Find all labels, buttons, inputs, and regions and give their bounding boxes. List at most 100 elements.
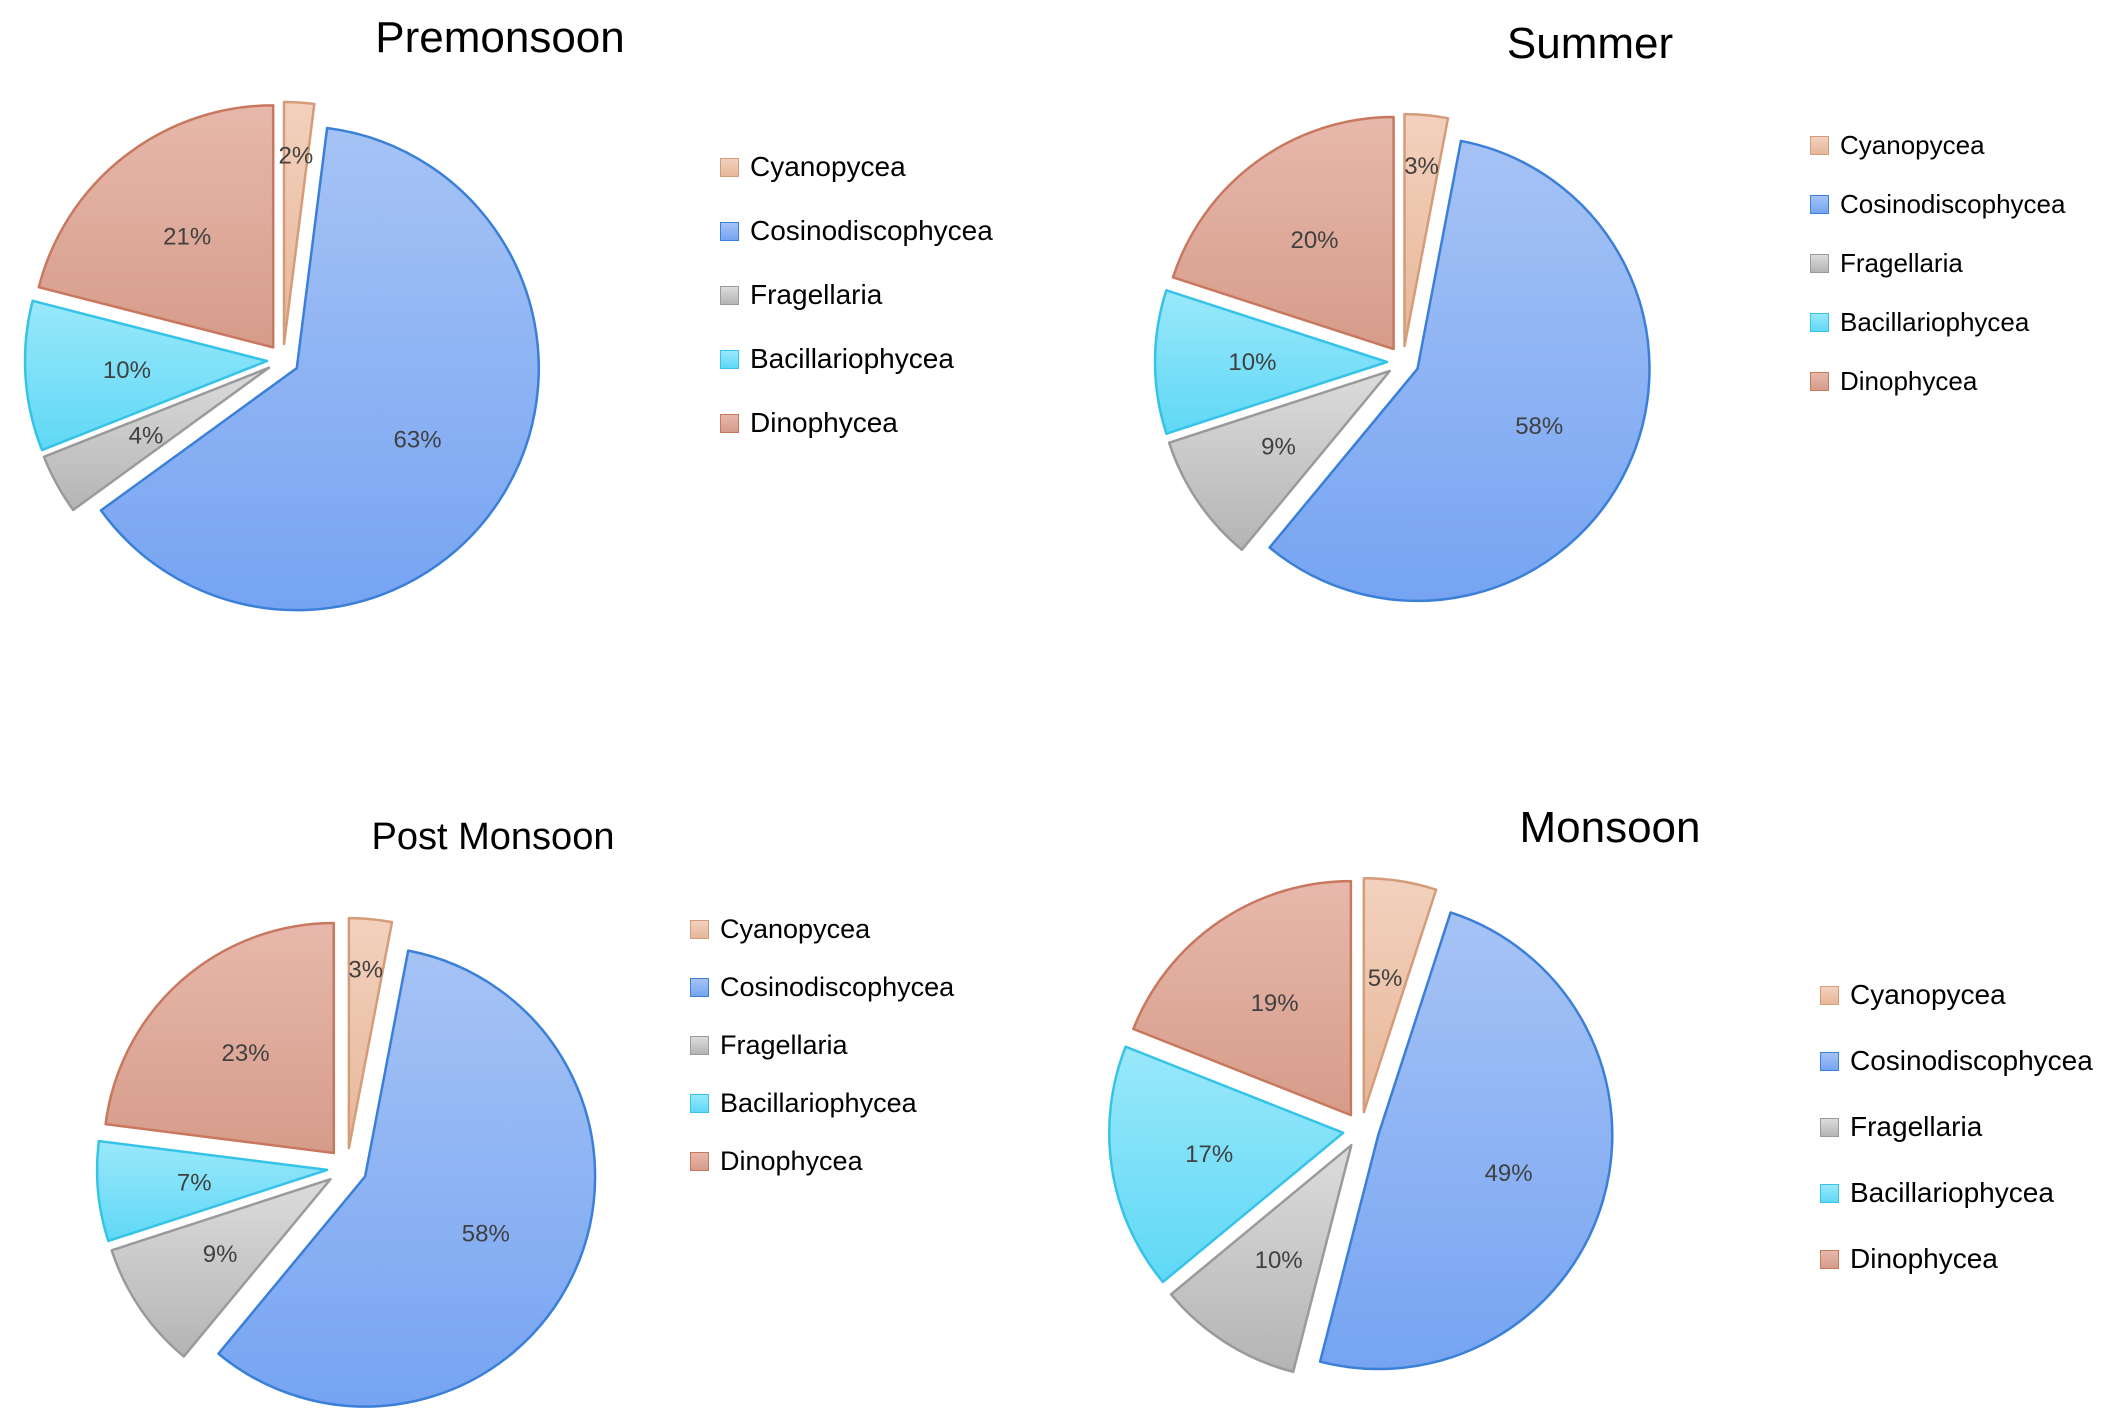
legend-swatch (1820, 1249, 1839, 1269)
pie-slice (1167, 369, 1392, 552)
legend-item: Cyanopycea (1820, 979, 2006, 1011)
slice-data-label: 10% (1228, 349, 1276, 376)
legend-label: Bacillariophycea (720, 1087, 917, 1118)
legend-swatch (1820, 985, 1839, 1005)
pie-chart: 3% 58% 9% 7% 23% (95, 916, 597, 1408)
pie-chart: 5% 49% 10% 17% 19% (1107, 876, 1614, 1374)
legend-item: Cyanopycea (690, 914, 870, 945)
pie-slice (1153, 289, 1389, 435)
legend-label: Cyanopycea (720, 913, 871, 944)
legend-item: Cosinodiscophycea (1820, 1045, 2093, 1077)
legend-swatch (1820, 1051, 1839, 1071)
slice-data-label: 58% (1515, 413, 1563, 440)
pie-chart: 2% 63% 4% 10% 21% (23, 100, 541, 612)
legend-label: Bacillariophycea (750, 343, 954, 375)
legend-swatch (1810, 136, 1829, 156)
pie-slice (1403, 112, 1450, 348)
legend-label: Cosinodiscophycea (750, 215, 993, 247)
legend-item: Bacillariophycea (1810, 307, 2029, 338)
slice-data-label: 4% (129, 422, 164, 449)
legend-swatch (720, 349, 739, 369)
pie-slice (110, 1177, 332, 1358)
chart-title: Premonsoon (375, 12, 625, 62)
pie-slice (1169, 1143, 1353, 1374)
pie-slice (99, 126, 541, 612)
slice-data-label: 9% (203, 1241, 238, 1268)
slice-data-label: 9% (1261, 434, 1296, 461)
legend-swatch (720, 221, 739, 241)
chart-title: Monsoon (1519, 802, 1701, 852)
slice-data-label: 10% (1255, 1247, 1303, 1274)
legend-item: Cosinodiscophycea (1810, 189, 2065, 220)
legend-label: Cosinodiscophycea (1840, 189, 2066, 220)
legend-label: Cosinodiscophycea (1850, 1045, 2093, 1077)
slice-data-label: 3% (348, 956, 383, 983)
slice-data-label: 17% (1185, 1141, 1233, 1168)
legend-label: Bacillariophycea (1850, 1177, 2054, 1209)
legend-item: Dinophycea (1810, 366, 1977, 397)
legend-swatch (1820, 1117, 1839, 1137)
legend-swatch (690, 977, 709, 997)
legend-label: Cyanopycea (1840, 130, 1985, 161)
legend-swatch (720, 285, 739, 305)
pie-slice (1132, 879, 1353, 1117)
pie-slice (1318, 911, 1614, 1371)
legend-label: Dinophycea (750, 407, 898, 439)
slice-data-label: 19% (1251, 990, 1299, 1017)
pie-slice (1171, 115, 1395, 351)
legend-swatch (1820, 1183, 1839, 1203)
legend-item: Cyanopycea (720, 151, 906, 183)
pie-slice (95, 1139, 329, 1243)
pie-slice (1107, 1045, 1345, 1284)
slice-data-label: 49% (1485, 1160, 1533, 1187)
pie-slice (104, 921, 336, 1155)
pie-slice (37, 104, 275, 349)
legend-item: Fragellaria (720, 279, 882, 311)
pie-slice (23, 299, 269, 452)
legend-label: Dinophycea (720, 1145, 863, 1176)
legend-item: Bacillariophycea (1820, 1177, 2054, 1209)
legend-item: Cosinodiscophycea (720, 215, 993, 247)
pie-slice (1268, 139, 1651, 603)
legend-swatch (690, 1093, 709, 1113)
legend-swatch (720, 157, 739, 177)
legend-label: Fragellaria (720, 1029, 848, 1060)
pie-slice (347, 916, 394, 1150)
legend-label: Dinophycea (1850, 1243, 1998, 1275)
slice-data-label: 63% (394, 427, 442, 454)
legend-label: Fragellaria (1840, 248, 1963, 279)
slice-data-label: 2% (279, 143, 314, 170)
slice-data-label: 21% (163, 223, 211, 250)
pie-slice (1362, 876, 1438, 1114)
slice-data-label: 20% (1290, 227, 1338, 254)
slice-data-label: 7% (177, 1169, 212, 1196)
legend-swatch (690, 1151, 709, 1171)
legend-item: Cyanopycea (1810, 130, 1985, 161)
pie-slice (217, 949, 597, 1408)
legend-item: Fragellaria (690, 1030, 848, 1061)
legend-item: Fragellaria (1810, 248, 1963, 279)
legend-swatch (720, 413, 739, 433)
legend-label: Cosinodiscophycea (720, 971, 955, 1002)
legend-label: Cyanopycea (1850, 979, 2006, 1011)
legend-label: Fragellaria (1850, 1111, 1983, 1143)
legend-item: Bacillariophycea (690, 1088, 917, 1119)
legend-item: Dinophycea (1820, 1243, 1998, 1275)
slice-data-label: 58% (462, 1220, 510, 1247)
legend-swatch (1810, 195, 1829, 215)
legend-label: Bacillariophycea (1840, 307, 2030, 338)
pie-slice (42, 366, 271, 512)
legend-swatch (690, 1035, 709, 1055)
legend-label: Dinophycea (1840, 366, 1978, 397)
legend-label: Fragellaria (750, 279, 883, 311)
pie-slice (282, 100, 316, 346)
chart-title: Summer (1506, 18, 1674, 68)
legend-item: Cosinodiscophycea (690, 972, 954, 1003)
slice-data-label: 3% (1404, 153, 1439, 180)
legend-item: Dinophycea (720, 407, 898, 439)
legend-label: Cyanopycea (750, 151, 906, 183)
slice-data-label: 10% (103, 357, 151, 384)
slice-data-label: 5% (1368, 965, 1403, 992)
legend-item: Bacillariophycea (720, 343, 954, 375)
slice-data-label: 23% (222, 1040, 270, 1067)
